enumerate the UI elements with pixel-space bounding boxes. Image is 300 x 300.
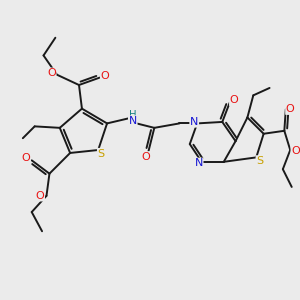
Text: O: O <box>100 71 109 81</box>
Text: O: O <box>291 146 300 157</box>
Text: N: N <box>129 116 137 126</box>
Text: O: O <box>230 95 239 105</box>
Text: O: O <box>142 152 150 162</box>
Text: N: N <box>194 158 203 168</box>
Text: H: H <box>129 110 136 120</box>
Text: S: S <box>256 156 263 166</box>
Text: O: O <box>21 153 30 163</box>
Text: O: O <box>47 68 56 78</box>
Text: N: N <box>190 117 198 127</box>
Text: S: S <box>98 148 105 158</box>
Text: O: O <box>36 191 44 201</box>
Text: O: O <box>286 104 295 114</box>
